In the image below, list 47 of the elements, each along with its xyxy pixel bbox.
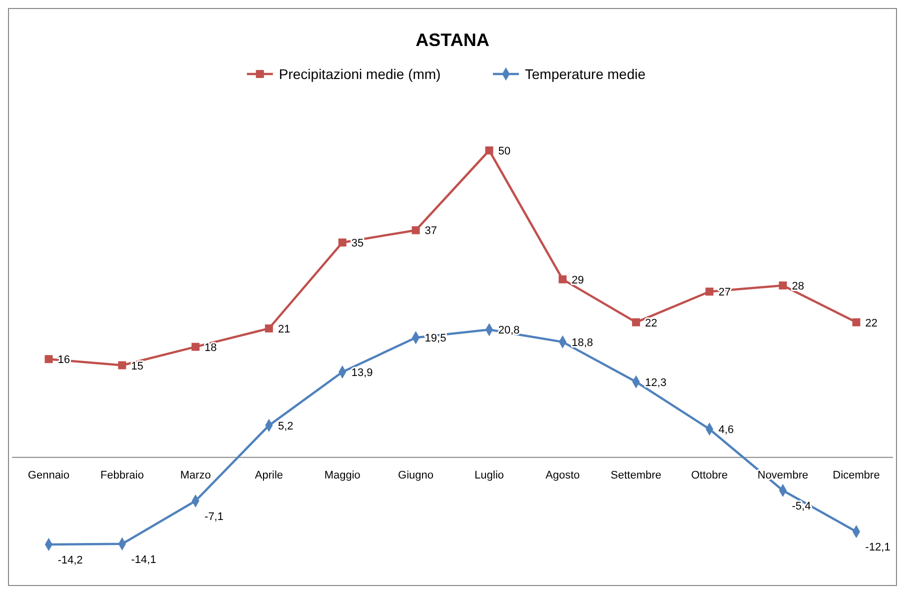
x-tick-label: Agosto (546, 469, 580, 482)
point (118, 361, 126, 370)
data-label: 29 (572, 274, 584, 286)
chart-title: ASTANA (416, 30, 490, 50)
data-label: 37 (424, 225, 438, 238)
data-label: 22 (865, 317, 878, 330)
x-tick-label: Gennaio (28, 469, 70, 482)
x-tick-label: Luglio (474, 469, 504, 482)
point (44, 355, 53, 364)
data-label: 13,9 (351, 367, 373, 380)
x-tick-label: Dicembre (832, 469, 880, 482)
point (412, 226, 420, 234)
data-label: -5,4 (792, 500, 811, 512)
point (778, 281, 787, 290)
point (852, 318, 860, 326)
data-label: -7,1 (204, 510, 224, 523)
data-label: 15 (131, 360, 144, 372)
x-tick-label: Settembre (610, 469, 662, 482)
data-label: -12,1 (865, 542, 890, 554)
point (264, 324, 273, 332)
data-label: 35 (351, 238, 364, 250)
x-tick-label: Ottobre (691, 469, 728, 482)
data-label: 4,6 (718, 424, 734, 436)
point (338, 238, 346, 246)
data-label: 21 (278, 323, 290, 336)
data-label: -14,1 (131, 554, 156, 566)
legend-label: Precipitazioni medie (mm) (278, 66, 441, 82)
x-tick-label: Marzo (180, 469, 211, 482)
x-tick-label: Maggio (324, 469, 360, 482)
legend-label: Temperature medie (524, 66, 646, 82)
x-tick-label: Febbraio (100, 469, 144, 482)
data-label: 50 (498, 145, 510, 158)
data-label: 28 (792, 280, 804, 292)
point (705, 288, 714, 296)
point (632, 318, 640, 326)
data-label: -14,2 (58, 554, 83, 566)
data-label: 12,3 (645, 376, 666, 389)
data-label: 22 (645, 317, 658, 330)
point (485, 146, 494, 154)
x-tick-label: Aprile (254, 469, 284, 482)
x-tick-label: Giugno (398, 469, 434, 482)
data-label: 5,2 (278, 420, 294, 432)
data-label: 19,5 (424, 332, 446, 345)
point (558, 275, 567, 284)
data-label: 18 (204, 342, 217, 354)
data-label: 18,8 (572, 336, 594, 349)
point (192, 342, 200, 351)
